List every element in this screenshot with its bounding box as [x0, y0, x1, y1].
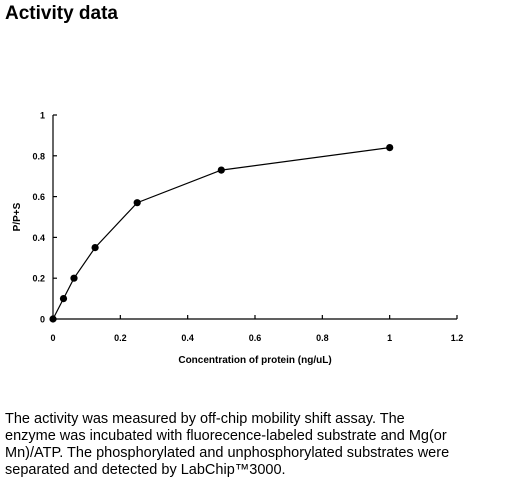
x-tick-label: 1 [387, 333, 392, 343]
y-tick-label: 0.8 [32, 151, 45, 161]
x-axis: 0 0.2 0.4 0.6 0.8 1 1.2 Concentration of prote… [50, 315, 463, 366]
y-tick-label: 1 [40, 111, 45, 121]
description-line: The activity was measured by off-chip mo… [5, 411, 405, 427]
x-tick-label: 0.8 [316, 333, 329, 343]
series-0 [49, 144, 394, 323]
x-tick-label: 0.4 [181, 333, 194, 343]
data-point [91, 244, 99, 252]
description-line: enzyme was incubated with fluorecence-la… [5, 428, 447, 444]
x-tick-label: 1.2 [451, 333, 464, 343]
description: The activity was measured by off-chip mo… [5, 411, 515, 479]
y-tick-label: 0 [40, 315, 45, 325]
data-point [133, 199, 141, 207]
y-tick-label: 0.4 [32, 233, 45, 243]
page-title: Activity data [5, 3, 118, 24]
x-tick-label: 0.2 [114, 333, 127, 343]
y-tick-label: 0.2 [32, 274, 45, 284]
data-point [217, 166, 225, 174]
x-tick-label: 0 [50, 333, 55, 343]
y-tick-label: 0.6 [32, 192, 45, 202]
data-point [70, 274, 78, 282]
activity-chart: 0 0.2 0.4 0.6 0.8 1 P/P+S 0 0.2 0.4 0.6 0.8 1 1.2 C… [12, 111, 463, 367]
data-point [386, 144, 394, 152]
y-ticks: 0 0.2 0.4 0.6 0.8 1 [32, 111, 57, 325]
x-axis-label: Concentration of protein (ng/uL) [178, 355, 331, 366]
description-line: Mn)/ATP. The phosphorylated and unphosph… [5, 445, 450, 461]
x-tick-label: 0.6 [249, 333, 262, 343]
y-axis-label: P/P+S [12, 202, 23, 231]
data-point [59, 295, 68, 303]
y-axis: 0 0.2 0.4 0.6 0.8 1 P/P+S [12, 111, 57, 325]
description-line: separated and detected by LabChip™3000. [5, 462, 286, 478]
data-point [49, 315, 57, 323]
